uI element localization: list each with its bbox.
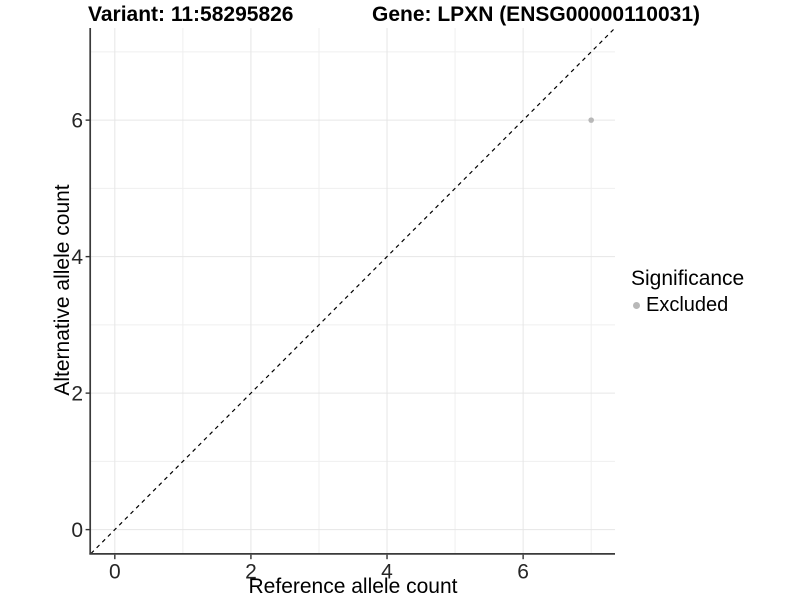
plot-title-gene: Gene: LPXN (ENSG00000110031) — [372, 3, 701, 26]
data-point — [588, 117, 594, 123]
x-axis-title: Reference allele count — [248, 575, 458, 598]
x-tick-label: 2 — [245, 561, 257, 584]
y-axis-title: Alternative allele count — [51, 184, 74, 396]
y-tick-label: 4 — [71, 246, 83, 269]
legend: Significance Excluded — [629, 266, 744, 317]
x-tick-label: 4 — [381, 561, 393, 584]
identity-line — [90, 27, 616, 554]
x-tick-label: 6 — [517, 561, 529, 584]
y-tick-label: 0 — [71, 519, 83, 542]
legend-item: Excluded — [629, 294, 744, 317]
x-tick-label: 0 — [109, 561, 121, 584]
y-tick-label: 2 — [71, 382, 83, 405]
legend-title: Significance — [631, 267, 745, 290]
y-tick-label: 6 — [71, 109, 83, 132]
legend-point-icon — [633, 302, 640, 309]
plot-title-variant: Variant: 11:58295826 — [88, 3, 294, 26]
legend-item-label: Excluded — [646, 294, 729, 316]
legend-items: Excluded — [629, 294, 744, 317]
